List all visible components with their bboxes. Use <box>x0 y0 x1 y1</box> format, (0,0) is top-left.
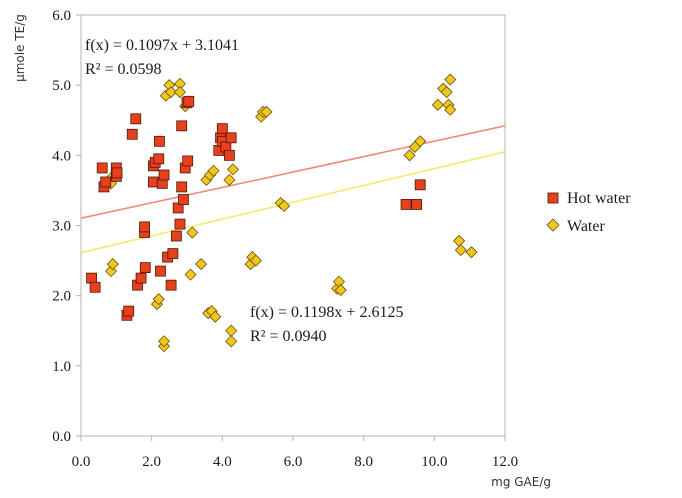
hot-water-point <box>223 149 235 161</box>
x-tick-label: 10.0 <box>421 454 447 470</box>
y-tick-label: 6.0 <box>52 8 71 24</box>
hot-water-point <box>176 181 188 193</box>
y-axis-label: μmole TE/g <box>13 14 27 82</box>
hot-water-point <box>183 95 195 107</box>
hot-water-point <box>411 199 423 210</box>
hot-water-point <box>174 218 186 230</box>
hot-water-point <box>135 272 147 284</box>
water-point <box>186 226 199 239</box>
water-point <box>260 105 273 118</box>
hot-water-point <box>225 132 237 144</box>
legend-marker-hot-water <box>547 192 559 204</box>
water-point <box>225 335 238 348</box>
water-point <box>173 86 186 99</box>
hot-water-point <box>153 153 165 165</box>
hot-water-point <box>167 248 179 259</box>
hot-water-point <box>89 281 101 293</box>
x-tick-label: 6.0 <box>284 454 303 470</box>
water-point <box>444 103 457 116</box>
legend-label-hot-water: Hot water <box>567 190 631 207</box>
water-point <box>465 246 478 259</box>
water-point <box>249 254 262 267</box>
hot-water-point <box>139 262 151 274</box>
x-tick-label: 2.0 <box>142 454 161 470</box>
water-point <box>165 86 178 99</box>
water-point <box>403 149 416 162</box>
hot-water-point <box>414 179 426 191</box>
legend-marker-water <box>546 218 560 232</box>
y-axis-ticks: 0.0 1.0 2.0 3.0 4.0 5.0 6.0 <box>52 8 81 445</box>
legend: Hot water Water <box>546 190 631 235</box>
water-point <box>106 258 119 271</box>
water-point <box>226 163 239 176</box>
water-point <box>278 199 291 212</box>
hot-water-point <box>165 279 177 291</box>
x-axis-label: mg GAE/g <box>491 475 551 489</box>
x-tick-label: 0.0 <box>72 454 91 470</box>
hot-water-point <box>86 272 97 284</box>
hot-water-point <box>96 162 108 174</box>
hot-water-point <box>216 123 228 135</box>
x-axis-ticks: 0.0 2.0 4.0 6.0 8.0 10.0 12.0 <box>72 436 518 470</box>
hot-water-point <box>123 305 135 317</box>
trendline-hot-water <box>80 125 506 219</box>
hot-water-equation: f(x) = 0.1097x + 3.1041 <box>85 37 239 54</box>
water-point <box>195 258 208 271</box>
hot-water-point <box>158 169 170 181</box>
hot-water-point <box>111 167 123 179</box>
water-point <box>207 164 220 177</box>
data-points <box>86 73 478 353</box>
hot-water-point <box>178 194 189 205</box>
hot-water-point <box>126 128 138 140</box>
x-tick-label: 8.0 <box>354 454 373 470</box>
trendlines <box>80 125 506 254</box>
water-point <box>152 293 165 306</box>
y-tick-label: 0.0 <box>52 429 71 445</box>
hot-water-point <box>130 113 142 125</box>
water-point <box>414 135 427 148</box>
hot-water-point <box>182 155 194 167</box>
hot-water-point <box>176 120 188 132</box>
water-r-squared: R² = 0.0940 <box>250 328 327 345</box>
water-point <box>184 268 197 281</box>
plot-area <box>80 14 506 437</box>
hot-water-point <box>100 176 112 188</box>
hot-water-r-squared: R² = 0.0598 <box>85 61 162 78</box>
water-point <box>334 283 347 297</box>
water-point <box>444 73 457 86</box>
y-tick-label: 2.0 <box>52 289 71 305</box>
trendline-water <box>80 151 506 254</box>
y-tick-label: 1.0 <box>52 359 71 375</box>
water-point <box>209 310 222 323</box>
y-tick-label: 5.0 <box>52 78 71 94</box>
x-tick-label: 12.0 <box>492 454 518 470</box>
water-point <box>431 98 444 111</box>
legend-label-water: Water <box>567 218 605 235</box>
hot-water-point <box>400 199 412 210</box>
x-tick-label: 4.0 <box>213 454 232 470</box>
water-equation: f(x) = 0.1198x + 2.6125 <box>250 304 403 321</box>
y-tick-label: 3.0 <box>52 219 71 235</box>
y-tick-label: 4.0 <box>52 148 71 164</box>
water-point <box>454 243 467 257</box>
hot-water-point <box>155 265 166 277</box>
water-point <box>223 173 236 186</box>
hot-water-point <box>154 135 165 147</box>
water-point <box>440 86 453 99</box>
water-point <box>157 335 171 348</box>
hot-water-point <box>139 221 151 233</box>
hot-water-point <box>170 230 182 242</box>
